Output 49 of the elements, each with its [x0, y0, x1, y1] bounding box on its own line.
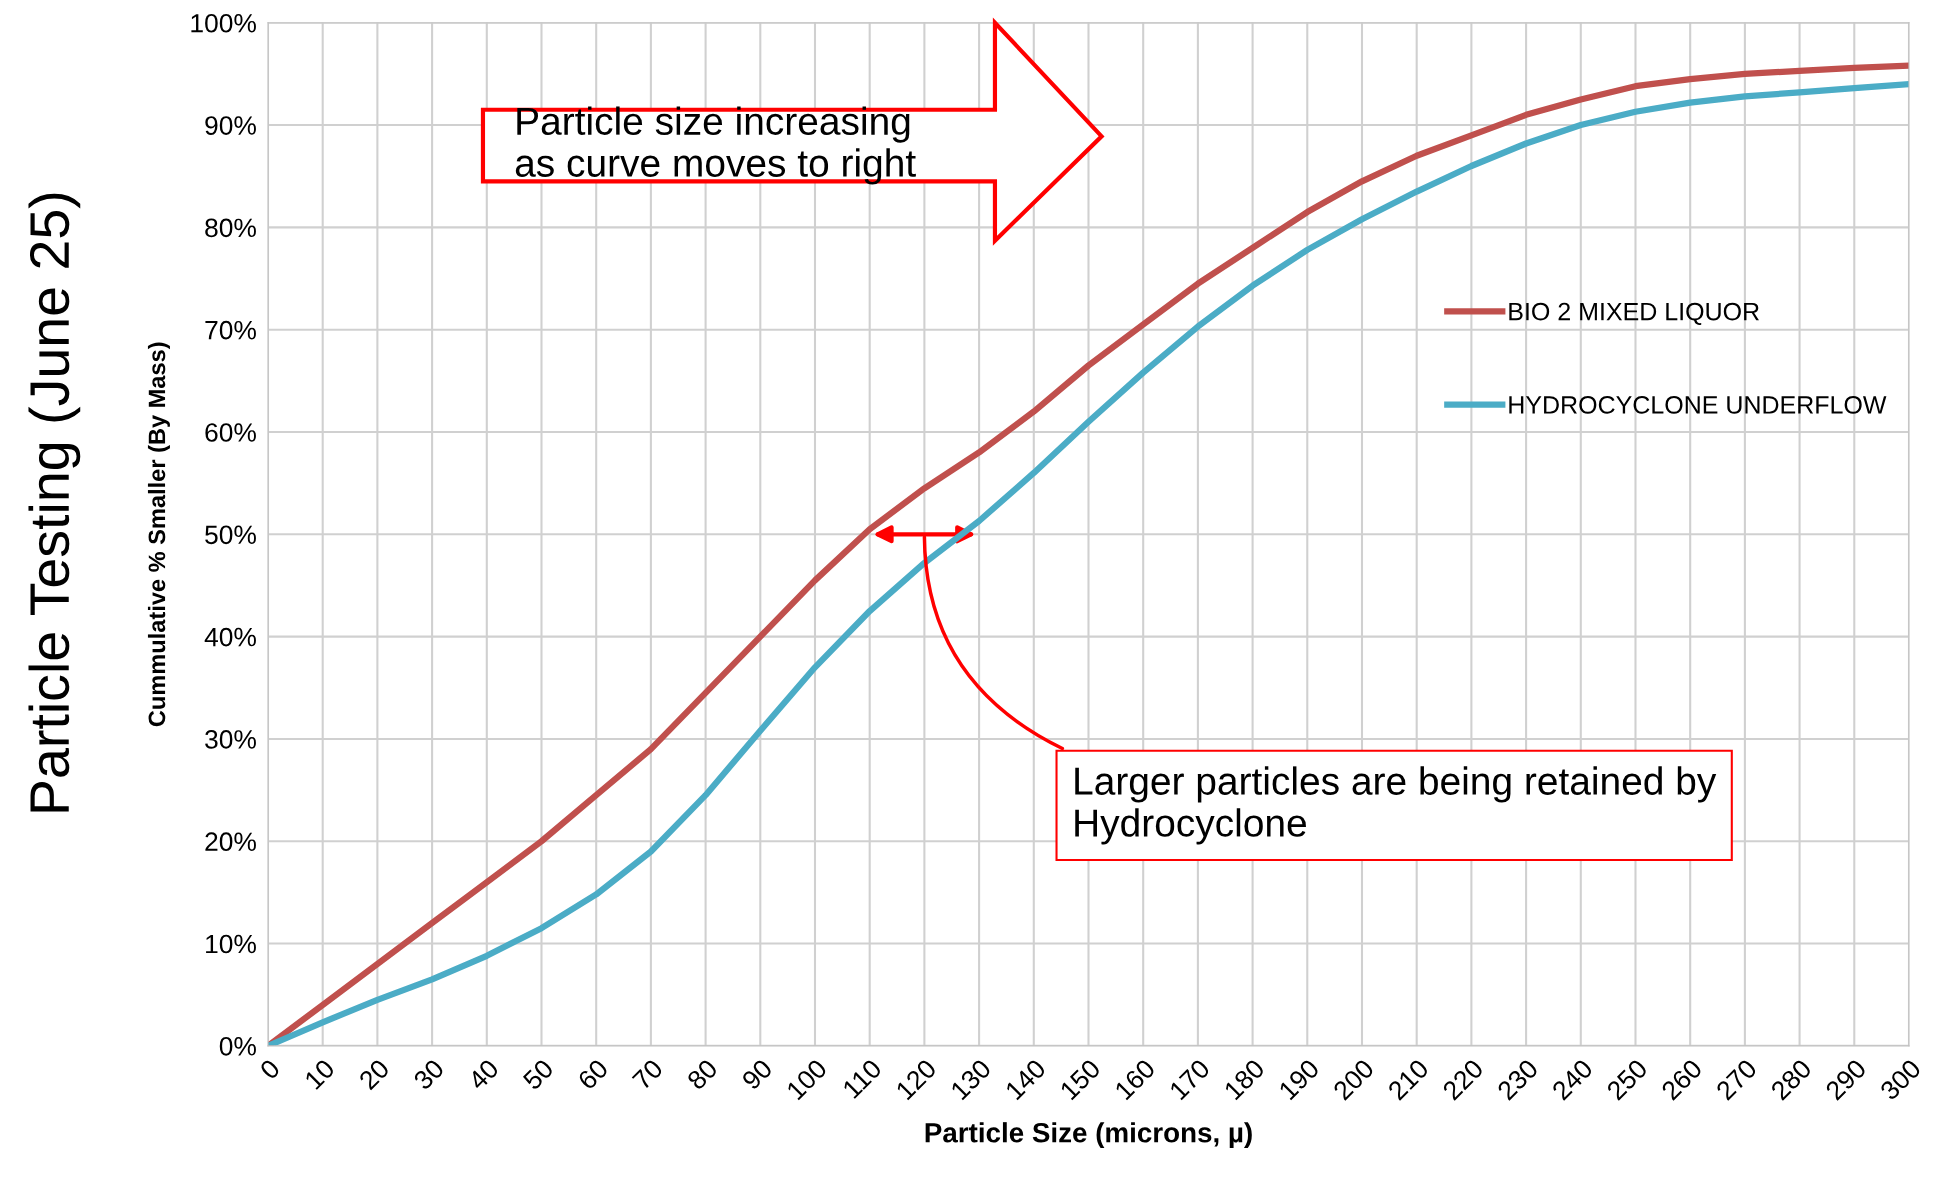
y-tick-label: 100% [191, 13, 256, 33]
y-tick-label: 60% [205, 423, 256, 442]
x-tick-label: 50 [521, 1058, 555, 1091]
x-tick-label: 270 [1715, 1058, 1758, 1101]
y-axis-title: Cummulative % Smaller (By Mass) [147, 342, 170, 727]
x-tick-label: 90 [740, 1058, 774, 1091]
x-tick-label: 30 [412, 1058, 446, 1091]
x-tick-label: 250 [1605, 1058, 1649, 1101]
annotation: Larger particles are being retained by Hydrocyclone [1075, 766, 1717, 845]
x-tick-label: 40 [466, 1058, 500, 1091]
x-tick-label: 160 [1113, 1058, 1157, 1101]
x-tick-label: 180 [1223, 1058, 1266, 1101]
x-tick-label: 20 [358, 1058, 391, 1091]
x-axis-title: Particle Size (microns, µ) [925, 1122, 1252, 1149]
y-tick-label: 40% [204, 627, 256, 647]
y-tick-label: 20% [205, 832, 256, 852]
x-tick-label: 220 [1441, 1058, 1485, 1101]
x-tick-label: 120 [895, 1058, 938, 1101]
x-tick-label: 240 [1551, 1058, 1594, 1101]
x-tick-label: 150 [1059, 1058, 1102, 1101]
x-tick-label: 110 [841, 1058, 883, 1099]
y-tick-label: 50% [205, 525, 256, 545]
x-tick-label: 210 [1386, 1058, 1430, 1101]
legend-label: HYDROCYCLONE UNDERFLOW [1509, 396, 1887, 414]
y-tick-label: 90% [205, 116, 256, 135]
x-tick-label: 140 [1004, 1058, 1047, 1101]
y-tick-label: 70% [205, 320, 256, 340]
legend-label: BIO 2 MIXED LIQUOR [1509, 302, 1759, 325]
y-tick-label: 10% [206, 934, 256, 954]
annotation: Particle size increasing as curve moves to right [515, 106, 916, 185]
y-tick-label: 80% [205, 218, 256, 238]
x-tick-label: 0 [258, 1058, 281, 1081]
x-tick-label: 70 [631, 1058, 664, 1091]
x-tick-label: 260 [1660, 1058, 1704, 1101]
x-tick-label: 60 [576, 1058, 610, 1091]
y-tick-label: 0% [219, 1036, 256, 1056]
x-tick-label: 130 [949, 1058, 993, 1101]
x-tick-label: 10 [303, 1058, 336, 1090]
x-tick-label: 280 [1769, 1058, 1813, 1101]
x-tick-label: 300 [1879, 1058, 1922, 1102]
x-tick-label: 190 [1278, 1058, 1321, 1101]
text: Particle Testing (June 25) [28, 193, 81, 812]
x-tick-label: 170 [1168, 1058, 1211, 1101]
x-tick-label: 230 [1496, 1058, 1540, 1101]
x-tick-label: 100 [785, 1058, 828, 1101]
x-tick-label: 80 [686, 1058, 719, 1091]
x-tick-label: 200 [1332, 1058, 1375, 1101]
y-tick-label: 30% [205, 730, 256, 749]
x-tick-label: 290 [1824, 1058, 1868, 1101]
